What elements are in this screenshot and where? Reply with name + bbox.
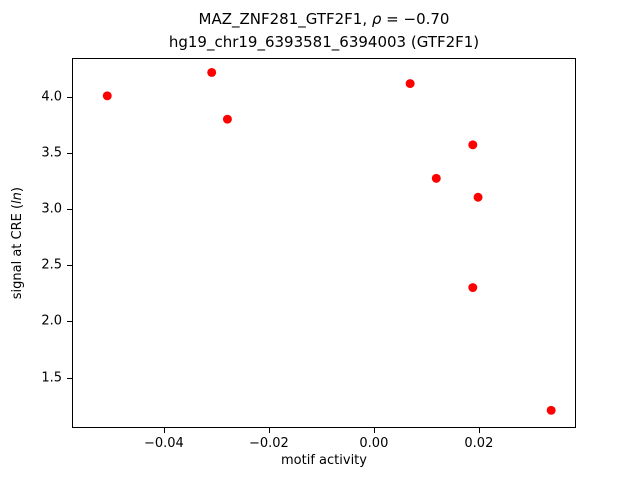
y-tick-mark — [67, 321, 72, 323]
x-axis-label: motif activity — [281, 453, 367, 468]
y-tick-label: 1.5 — [41, 370, 62, 386]
x-tick-mark — [268, 428, 270, 433]
y-tick-label: 3.5 — [41, 145, 62, 161]
scatter-point — [468, 140, 478, 150]
chart-title-rho-value: = −0.70 — [381, 10, 450, 28]
scatter-point — [546, 405, 556, 415]
y-tick-label: 2.5 — [41, 257, 62, 273]
x-tick-label: −0.04 — [143, 436, 184, 451]
y-tick-mark — [67, 153, 72, 155]
y-tick-mark — [67, 265, 72, 267]
y-axis-label-italic: ln — [9, 191, 25, 204]
scatter-layer — [102, 67, 556, 415]
scatter-point — [473, 192, 483, 202]
plot-area — [72, 58, 576, 428]
y-axis-label: signal at CRE (ln) — [10, 187, 25, 299]
y-tick-mark — [67, 377, 72, 379]
scatter-point — [102, 91, 112, 101]
y-tick-mark — [67, 209, 72, 211]
x-tick-mark — [163, 428, 165, 433]
x-tick-mark — [478, 428, 480, 433]
scatter-point — [207, 67, 217, 77]
y-axis-label-suffix: ) — [9, 186, 25, 192]
x-tick-label: −0.02 — [248, 436, 289, 451]
x-tick-label: 0.00 — [359, 436, 389, 451]
scatter-point — [405, 79, 415, 89]
y-axis-label-prefix: signal at CRE ( — [9, 203, 25, 300]
y-tick-label: 4.0 — [41, 89, 62, 105]
scatter-point — [431, 173, 441, 183]
y-axis-label-wrap: signal at CRE (ln) — [4, 58, 30, 428]
y-tick-mark — [67, 97, 72, 99]
scatter-point — [468, 283, 478, 293]
x-tick-label: 0.02 — [464, 436, 494, 451]
chart-title-prefix: MAZ_ZNF281_GTF2F1, — [198, 10, 372, 28]
y-tick-label: 2.0 — [41, 313, 62, 329]
x-tick-mark — [373, 428, 375, 433]
chart-title-block: MAZ_ZNF281_GTF2F1, ρ = −0.70 hg19_chr19_… — [72, 8, 576, 54]
chart-title-line1: MAZ_ZNF281_GTF2F1, ρ = −0.70 — [72, 8, 576, 31]
scatter-point — [222, 114, 232, 124]
chart-subtitle: hg19_chr19_6393581_6394003 (GTF2F1) — [168, 33, 480, 51]
chart-title-rho-symbol: ρ — [371, 10, 382, 28]
y-tick-label: 3.0 — [41, 201, 62, 217]
